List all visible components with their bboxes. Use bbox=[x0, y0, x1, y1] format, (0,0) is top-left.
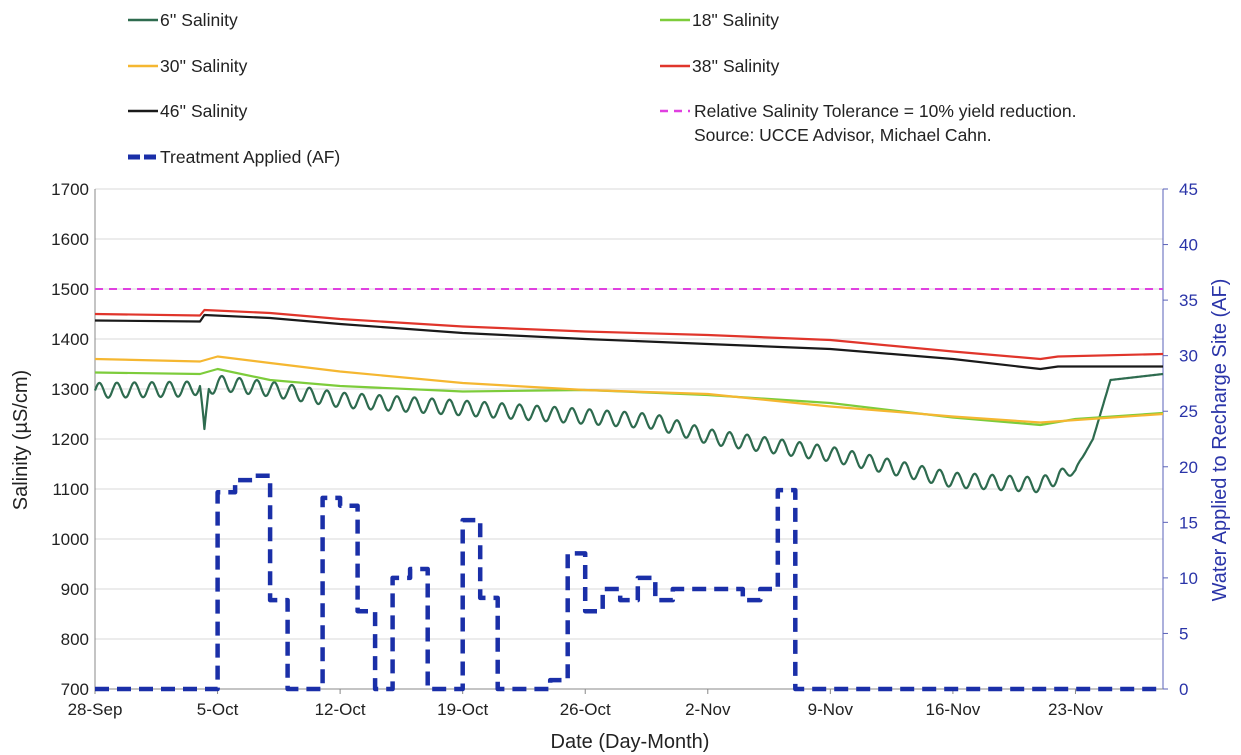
x-tick-label: 5-Oct bbox=[197, 700, 239, 719]
axes: 700 800 900 1000 1100 1200 1300 1400 1500 1600 170… bbox=[51, 180, 1198, 719]
y2-tick-label: 0 bbox=[1179, 680, 1188, 699]
y2-tick-label: 5 bbox=[1179, 624, 1188, 643]
y-axis-title: Salinity (µS/cm) bbox=[10, 370, 32, 510]
y2-tick-label: 35 bbox=[1179, 291, 1198, 310]
y-tick-label: 800 bbox=[61, 630, 89, 649]
y2-tick-label: 30 bbox=[1179, 347, 1198, 366]
series-line-3 bbox=[94, 308, 1164, 361]
y-tick-label: 1700 bbox=[51, 180, 89, 199]
x-tick-label: 28-Sep bbox=[68, 700, 123, 719]
x-tick-label: 23-Nov bbox=[1048, 700, 1103, 719]
legend: 6'' Salinity 18" Salinity 30'' Salinity 38'… bbox=[128, 10, 1076, 167]
y2-tick-label: 25 bbox=[1179, 402, 1198, 421]
x-tick-label: 9-Nov bbox=[808, 700, 854, 719]
series-layer bbox=[93, 288, 1164, 692]
x-tick-label: 26-Oct bbox=[560, 700, 611, 719]
legend-label: 18" Salinity bbox=[692, 10, 779, 30]
y2-tick-label: 15 bbox=[1179, 513, 1198, 532]
legend-label-line2: Source: UCCE Advisor, Michael Cahn. bbox=[694, 125, 992, 145]
y-tick-label: 1400 bbox=[51, 330, 89, 349]
series-line-6 bbox=[95, 473, 1163, 692]
gridlines bbox=[95, 188, 1163, 640]
y-tick-label: 1200 bbox=[51, 430, 89, 449]
y-tick-label: 1300 bbox=[51, 380, 89, 399]
y2-axis-title: Water Applied to Recharge Site (AF) bbox=[1209, 279, 1231, 602]
series-line-2 bbox=[94, 355, 1164, 424]
y2-tick-label: 10 bbox=[1179, 569, 1198, 588]
y-tick-label: 1100 bbox=[52, 480, 89, 499]
y2-tick-label: 45 bbox=[1179, 180, 1198, 199]
series-line-0 bbox=[93, 372, 1164, 494]
y2-tick-label: 40 bbox=[1179, 236, 1198, 255]
y-tick-label: 700 bbox=[61, 680, 89, 699]
x-tick-label: 16-Nov bbox=[925, 700, 980, 719]
y2-tick-label: 20 bbox=[1179, 458, 1198, 477]
legend-label: 30'' Salinity bbox=[160, 56, 248, 76]
y-tick-label: 900 bbox=[61, 580, 89, 599]
series-line-4 bbox=[94, 313, 1163, 371]
legend-label: 38'' Salinity bbox=[692, 56, 780, 76]
x-axis-title: Date (Day-Month) bbox=[551, 731, 710, 753]
legend-label: 6'' Salinity bbox=[160, 10, 238, 30]
legend-label: Treatment Applied (AF) bbox=[160, 147, 340, 167]
x-tick-label: 2-Nov bbox=[685, 700, 731, 719]
x-tick-label: 19-Oct bbox=[437, 700, 488, 719]
y-tick-label: 1600 bbox=[51, 230, 89, 249]
legend-label: Relative Salinity Tolerance = 10% yield … bbox=[694, 101, 1076, 121]
y-tick-label: 1500 bbox=[51, 280, 89, 299]
legend-label: 46'' Salinity bbox=[160, 101, 248, 121]
x-tick-label: 12-Oct bbox=[315, 700, 366, 719]
y-tick-label: 1000 bbox=[51, 530, 89, 549]
